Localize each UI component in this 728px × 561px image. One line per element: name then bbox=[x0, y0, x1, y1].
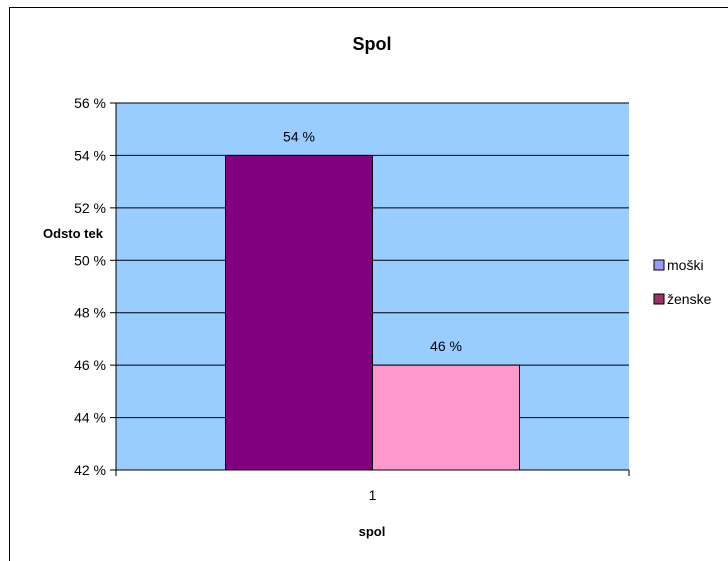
x-axis-title: spol bbox=[359, 524, 386, 539]
x-tick-labels: 1 bbox=[369, 487, 377, 503]
y-tick-label: 50 % bbox=[74, 252, 106, 268]
legend-label: ženske bbox=[667, 291, 712, 307]
data-label-ženske: 46 % bbox=[430, 338, 462, 354]
chart-title: Spol bbox=[353, 34, 392, 54]
x-tick-label: 1 bbox=[369, 487, 377, 503]
data-label-moški: 54 % bbox=[283, 128, 315, 144]
legend-label: moški bbox=[667, 257, 704, 273]
bars bbox=[225, 154, 520, 471]
y-tick-labels: 56 % 54 % 52 % 50 % 48 % 46 % 44 % 42 % bbox=[74, 95, 116, 478]
y-tick-label: 42 % bbox=[74, 462, 106, 478]
y-tick-label: 44 % bbox=[74, 410, 106, 426]
legend-swatch bbox=[653, 259, 665, 271]
bar-ženske bbox=[372, 364, 520, 471]
y-tick-label: 46 % bbox=[74, 357, 106, 373]
data-labels: 54 % 46 % bbox=[283, 128, 462, 354]
y-tick-label: 52 % bbox=[74, 200, 106, 216]
y-tick-label: 54 % bbox=[74, 147, 106, 163]
y-tick-label: 56 % bbox=[74, 95, 106, 111]
y-axis-title: Odsto tek bbox=[43, 226, 104, 241]
legend-swatch bbox=[653, 293, 665, 305]
bar-moški bbox=[225, 154, 373, 471]
legend: moški ženske bbox=[653, 257, 712, 307]
y-tick-label: 48 % bbox=[74, 305, 106, 321]
